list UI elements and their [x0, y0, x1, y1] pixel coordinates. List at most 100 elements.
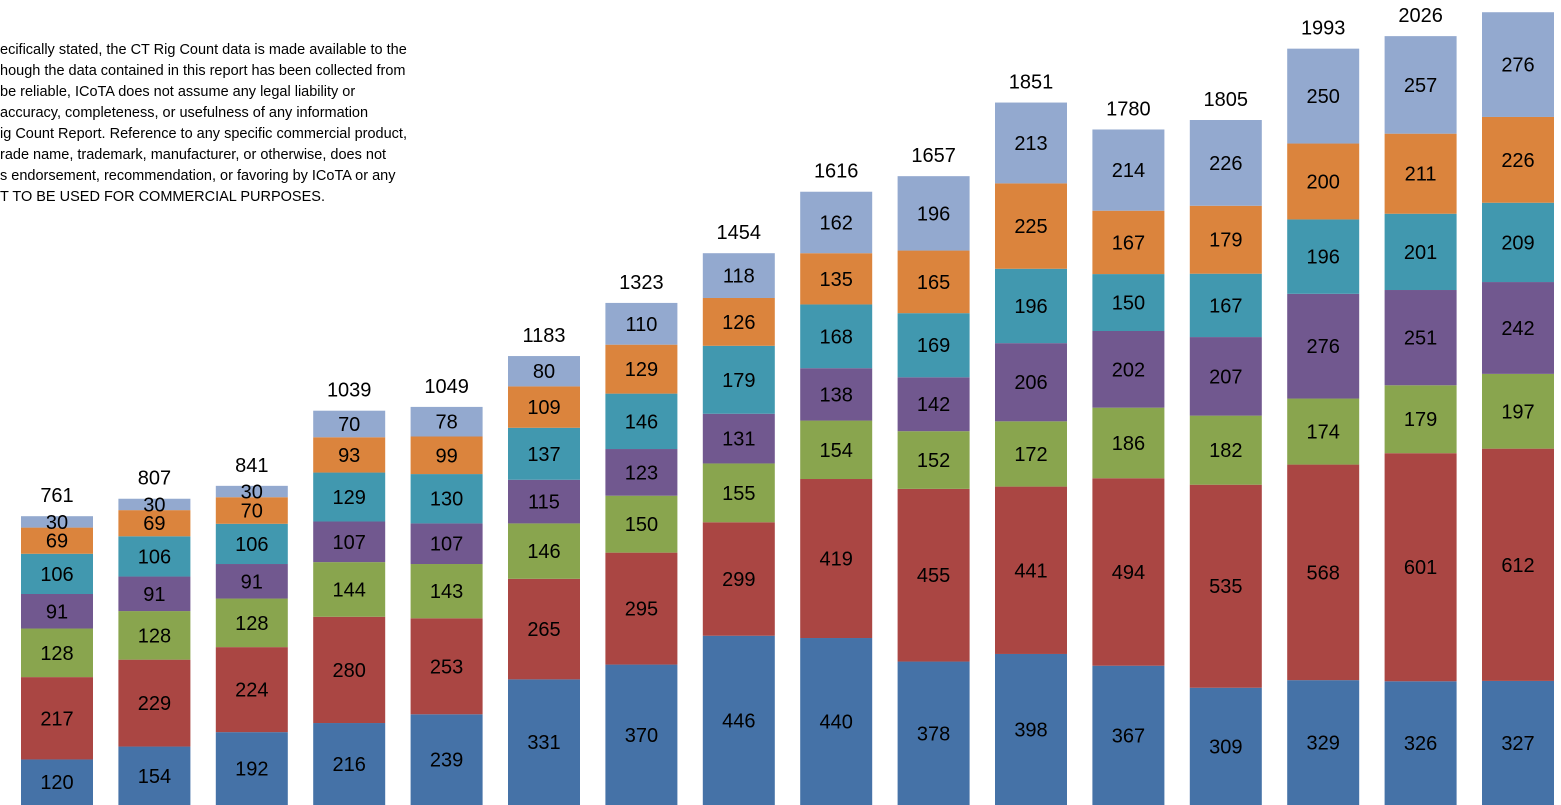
total-label: 1851 [1009, 72, 1054, 94]
data-label: 378 [917, 723, 950, 745]
disclaimer-line: ecifically stated, the CT Rig Count data… [0, 42, 407, 58]
bar-segment [313, 521, 386, 563]
bar-segment [1287, 398, 1360, 465]
bar-segment [313, 472, 386, 522]
bar-segment [702, 413, 775, 464]
total-label: 1780 [1106, 98, 1151, 120]
data-label: 174 [1307, 422, 1340, 444]
bar-segment [118, 510, 191, 537]
data-label: 398 [1014, 719, 1047, 741]
data-label: 200 [1307, 171, 1340, 193]
data-label: 110 [625, 314, 657, 336]
bar-segment [508, 523, 580, 579]
total-label: 1993 [1301, 18, 1346, 40]
data-label: 253 [430, 656, 463, 678]
data-label: 162 [820, 212, 853, 234]
data-label: 216 [333, 754, 366, 776]
data-label: 150 [1112, 293, 1145, 315]
data-label: 107 [333, 532, 366, 554]
bar-segment [1384, 453, 1457, 682]
data-label: 326 [1404, 733, 1437, 755]
bar-segment [995, 102, 1067, 184]
bar-segment [1384, 133, 1457, 214]
data-label: 419 [820, 549, 853, 571]
bar-segment [1287, 143, 1360, 220]
bar-segment [313, 723, 386, 805]
total-label: 1657 [911, 145, 956, 167]
bar-segment [508, 679, 580, 805]
data-label: 299 [722, 569, 755, 591]
total-label: 761 [40, 485, 73, 507]
bar-segment [995, 421, 1067, 487]
total-label: 807 [138, 468, 171, 490]
bar-segment [1189, 687, 1262, 805]
data-label: 196 [917, 203, 950, 225]
data-label: 280 [333, 660, 366, 682]
data-label: 309 [1209, 736, 1242, 758]
bar-segment [21, 593, 93, 629]
data-label: 106 [40, 564, 73, 586]
data-label: 144 [333, 579, 366, 601]
data-label: 30 [46, 512, 68, 534]
data-label: 197 [1501, 401, 1534, 423]
bar-segment [605, 495, 678, 553]
bar-segment [897, 313, 970, 378]
data-label: 250 [1307, 86, 1340, 108]
bar-segment [1287, 464, 1360, 681]
bar-segment [1092, 665, 1165, 805]
data-label: 331 [527, 732, 560, 754]
total-label: 1323 [619, 272, 664, 294]
data-label: 265 [527, 619, 560, 641]
data-label: 93 [338, 445, 360, 467]
data-label: 242 [1501, 318, 1534, 340]
bar-segment [702, 253, 775, 298]
data-label: 106 [235, 534, 268, 556]
bar-segment [897, 488, 970, 662]
bar-segment [1189, 205, 1262, 274]
data-label: 152 [917, 450, 950, 472]
bar-segment [702, 345, 775, 414]
bar-segment [1287, 48, 1360, 144]
data-label: 154 [820, 440, 853, 462]
data-label: 30 [143, 494, 165, 516]
bar-segment [897, 431, 970, 489]
bar-segment [800, 479, 873, 639]
disclaimer-line: ig Count Report. Reference to any specif… [0, 126, 407, 142]
data-label: 211 [1405, 164, 1437, 186]
disclaimer-line: T TO BE USED FOR COMMERCIAL PURPOSES. [0, 189, 325, 205]
total-label: 1805 [1204, 89, 1249, 111]
data-label: 167 [1209, 295, 1242, 317]
bar-segment [21, 759, 93, 805]
bar-segment [1287, 680, 1360, 805]
bar-segment [118, 536, 191, 577]
data-label: 91 [143, 584, 165, 606]
bar-segment [508, 479, 580, 524]
data-label: 107 [430, 534, 463, 556]
bar-segment [1189, 484, 1262, 688]
data-label: 109 [527, 397, 560, 419]
bar-segment [118, 746, 191, 805]
bar-segment [1092, 210, 1165, 275]
total-label: 1039 [327, 380, 372, 402]
bar-segment [1092, 407, 1165, 479]
data-label: 135 [820, 269, 853, 291]
data-label: 70 [338, 414, 360, 436]
data-label: 129 [625, 359, 658, 381]
bar-segment [1287, 293, 1360, 399]
data-label: 494 [1112, 562, 1145, 584]
data-label: 535 [1209, 576, 1242, 598]
bar-segment [508, 386, 580, 428]
bar-segment [1384, 290, 1457, 386]
bar-segment [1092, 129, 1165, 211]
data-label: 80 [533, 361, 555, 383]
bar-segment [410, 523, 483, 565]
bar-segment [118, 576, 191, 612]
data-label: 370 [625, 725, 658, 747]
data-label: 142 [917, 394, 950, 416]
data-label: 295 [625, 599, 658, 621]
data-label: 446 [722, 710, 755, 732]
total-label: 1183 [522, 325, 565, 347]
bar-segment [897, 377, 970, 432]
data-label: 78 [435, 412, 457, 434]
